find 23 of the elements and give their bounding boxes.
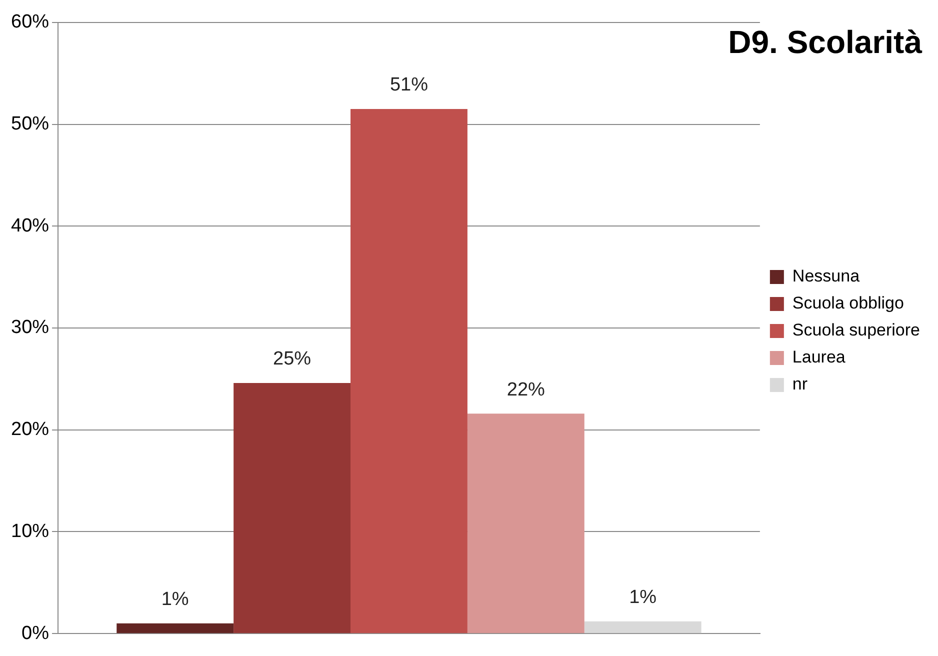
legend-label: Laurea [792, 348, 846, 367]
data-label: 25% [273, 348, 312, 370]
y-tick-label: 10% [10, 520, 50, 542]
legend-label: nr [792, 374, 808, 394]
data-label: 22% [506, 379, 546, 400]
legend-label: Scuola superiore [792, 320, 920, 340]
y-tick-label: 0% [22, 622, 50, 644]
data-label: 1% [161, 589, 189, 610]
data-label: 51% [390, 74, 428, 96]
bar [350, 108, 468, 634]
legend-label: Scuola obbligo [792, 294, 904, 313]
bar [116, 623, 234, 634]
data-label: 1% [629, 587, 657, 608]
y-tick-label: 20% [10, 419, 50, 440]
bar [234, 383, 351, 634]
bar [584, 621, 702, 634]
y-tick-label: 50% [10, 114, 50, 134]
text: D9. Scolarità [728, 24, 922, 60]
legend-label: Nessuna [792, 266, 860, 286]
bar [467, 414, 584, 634]
y-tick-label: 30% [10, 317, 50, 338]
y-tick-label: 60% [10, 12, 50, 33]
y-tick-label: 40% [10, 215, 50, 236]
